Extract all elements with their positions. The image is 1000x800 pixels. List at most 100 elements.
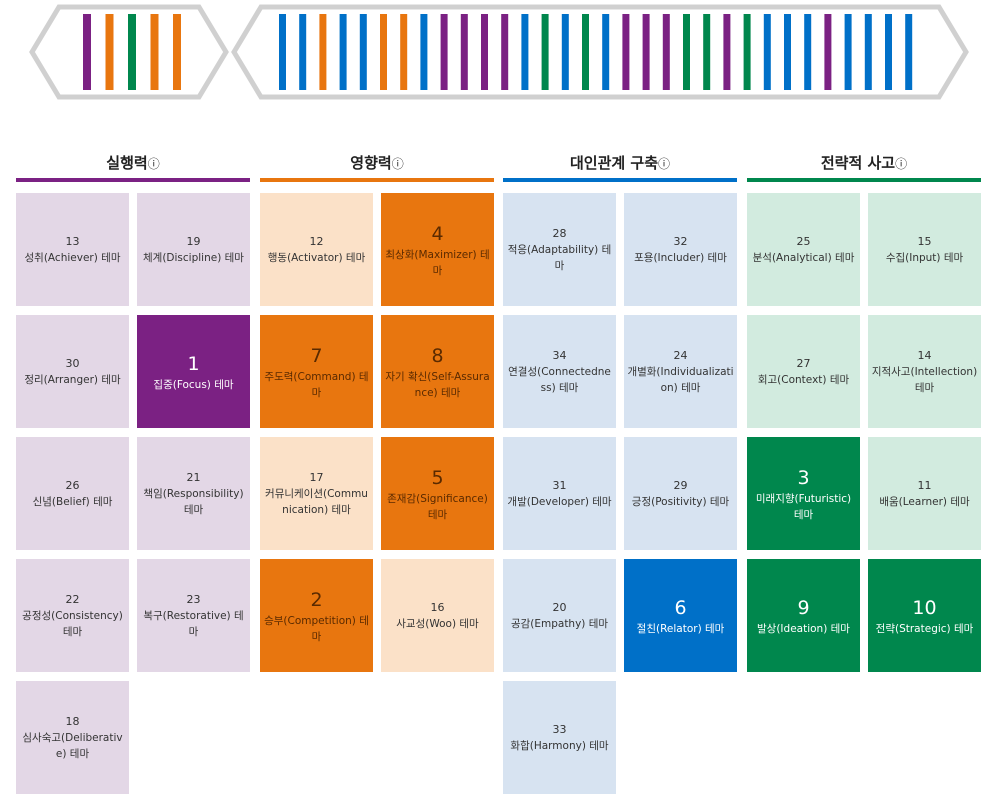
- theme-tile[interactable]: 6 절친(Relator) 테마: [624, 559, 737, 672]
- banner-stripe: [420, 14, 428, 90]
- banner-stripe: [481, 14, 488, 90]
- theme-name: 심사숙고(Deliberative) 테마: [22, 731, 123, 760]
- theme-name: 적응(Adaptability) 테마: [507, 243, 612, 272]
- banner-stripe: [150, 14, 159, 90]
- theme-name: 개별화(Individualization) 테마: [627, 365, 734, 394]
- theme-tile[interactable]: 10 전략(Strategic) 테마: [868, 559, 981, 672]
- theme-name: 신념(Belief) 테마: [32, 495, 113, 508]
- theme-tile[interactable]: 16 사교성(Woo) 테마: [381, 559, 494, 672]
- info-icon[interactable]: ⓘ: [391, 157, 404, 171]
- info-icon[interactable]: ⓘ: [658, 157, 671, 171]
- theme-tile[interactable]: 9 발상(Ideation) 테마: [747, 559, 860, 672]
- banner-stripe: [440, 14, 448, 90]
- theme-rank: 5: [431, 466, 444, 489]
- theme-rank: 24: [673, 348, 688, 362]
- theme-tile[interactable]: 19 체계(Discipline) 테마: [137, 193, 250, 306]
- theme-name: 화합(Harmony) 테마: [510, 739, 609, 752]
- theme-rank: 10: [912, 596, 937, 619]
- theme-tile[interactable]: 2 승부(Competition) 테마: [260, 559, 373, 672]
- theme-rank: 9: [797, 596, 810, 619]
- theme-tile[interactable]: 17 커뮤니케이션(Communication) 테마: [260, 437, 373, 550]
- theme-name: 발상(Ideation) 테마: [757, 622, 850, 635]
- theme-name: 연결성(Connectedness) 테마: [508, 365, 611, 394]
- domain-underline: [16, 178, 250, 182]
- theme-tile[interactable]: 32 포용(Includer) 테마: [624, 193, 737, 306]
- theme-tile[interactable]: 24 개별화(Individualization) 테마: [624, 315, 737, 428]
- theme-rank: 12: [309, 234, 324, 248]
- domain-underline: [260, 178, 494, 182]
- theme-tile[interactable]: 21 책임(Responsibility) 테마: [137, 437, 250, 550]
- theme-name: 주도력(Command) 테마: [264, 370, 369, 399]
- theme-rank: 28: [552, 226, 567, 240]
- theme-name: 절친(Relator) 테마: [636, 622, 725, 635]
- theme-tile[interactable]: 22 공정성(Consistency) 테마: [16, 559, 129, 672]
- theme-tile[interactable]: 29 긍정(Positivity) 테마: [624, 437, 737, 550]
- theme-rank: 23: [186, 592, 201, 606]
- theme-rank: 26: [65, 478, 80, 492]
- theme-name: 포용(Includer) 테마: [634, 251, 727, 264]
- theme-tile[interactable]: 25 분석(Analytical) 테마: [747, 193, 860, 306]
- theme-name: 전략(Strategic) 테마: [875, 622, 974, 635]
- theme-rank: 33: [552, 722, 567, 736]
- theme-name: 존재감(Significance) 테마: [387, 492, 488, 521]
- theme-tile[interactable]: 8 자기 확신(Self-Assurance) 테마: [381, 315, 494, 428]
- banner-stripe: [864, 14, 872, 90]
- theme-name: 지적사고(Intellection) 테마: [871, 365, 978, 394]
- theme-rank: 7: [310, 344, 323, 367]
- theme-rank: 3: [797, 466, 810, 489]
- domain-header-purple: 실행력ⓘ: [16, 152, 250, 182]
- theme-tile[interactable]: 34 연결성(Connectedness) 테마: [503, 315, 616, 428]
- theme-tile[interactable]: 31 개발(Developer) 테마: [503, 437, 616, 550]
- theme-tile[interactable]: 13 성취(Achiever) 테마: [16, 193, 129, 306]
- info-icon[interactable]: ⓘ: [895, 157, 908, 171]
- banner-stripe: [905, 14, 913, 90]
- domain-underline: [503, 178, 737, 182]
- banner-stripe: [703, 14, 711, 90]
- theme-rank: 27: [796, 356, 811, 370]
- theme-tile[interactable]: 27 회고(Context) 테마: [747, 315, 860, 428]
- theme-tile[interactable]: 20 공감(Empathy) 테마: [503, 559, 616, 672]
- theme-tile[interactable]: 11 배움(Learner) 테마: [868, 437, 981, 550]
- banner-stripe: [642, 14, 650, 90]
- theme-tile[interactable]: 14 지적사고(Intellection) 테마: [868, 315, 981, 428]
- theme-name: 복구(Restorative) 테마: [143, 609, 244, 638]
- banner-left-outline: [29, 4, 229, 100]
- theme-tile[interactable]: 5 존재감(Significance) 테마: [381, 437, 494, 550]
- theme-name: 자기 확신(Self-Assurance) 테마: [385, 370, 490, 399]
- theme-rank: 4: [431, 222, 444, 245]
- theme-name: 공감(Empathy) 테마: [510, 617, 609, 630]
- theme-rank: 8: [431, 344, 444, 367]
- banner-stripe: [521, 14, 529, 90]
- banner-stripe: [743, 14, 751, 90]
- banner-stripe: [339, 14, 347, 90]
- theme-name: 공정성(Consistency) 테마: [22, 609, 123, 638]
- theme-rank: 13: [65, 234, 80, 248]
- theme-tile[interactable]: 4 최상화(Maximizer) 테마: [381, 193, 494, 306]
- theme-rank: 2: [310, 588, 323, 611]
- theme-rank: 20: [552, 600, 567, 614]
- theme-tile[interactable]: 12 행동(Activator) 테마: [260, 193, 373, 306]
- banner-stripe: [359, 14, 367, 90]
- theme-tile[interactable]: 15 수집(Input) 테마: [868, 193, 981, 306]
- theme-name: 사교성(Woo) 테마: [396, 617, 479, 630]
- banner-stripe: [784, 14, 791, 90]
- domain-header-orange: 영향력ⓘ: [260, 152, 494, 182]
- domain-underline: [747, 178, 981, 182]
- banner-stripe: [844, 14, 852, 90]
- theme-tile[interactable]: 26 신념(Belief) 테마: [16, 437, 129, 550]
- theme-name: 개발(Developer) 테마: [507, 495, 612, 508]
- info-icon[interactable]: ⓘ: [147, 157, 160, 171]
- theme-tile[interactable]: 23 복구(Restorative) 테마: [137, 559, 250, 672]
- banner-stripe: [400, 14, 408, 90]
- theme-tile[interactable]: 33 화합(Harmony) 테마: [503, 681, 616, 794]
- theme-tile[interactable]: 3 미래지향(Futuristic) 테마: [747, 437, 860, 550]
- theme-rank: 29: [673, 478, 688, 492]
- theme-tile[interactable]: 18 심사숙고(Deliberative) 테마: [16, 681, 129, 794]
- theme-tile[interactable]: 1 집중(Focus) 테마: [137, 315, 250, 428]
- theme-name: 승부(Competition) 테마: [264, 614, 369, 643]
- theme-rank: 11: [917, 478, 932, 492]
- banner-stripe: [582, 14, 589, 90]
- theme-tile[interactable]: 7 주도력(Command) 테마: [260, 315, 373, 428]
- theme-tile[interactable]: 28 적응(Adaptability) 테마: [503, 193, 616, 306]
- theme-tile[interactable]: 30 정리(Arranger) 테마: [16, 315, 129, 428]
